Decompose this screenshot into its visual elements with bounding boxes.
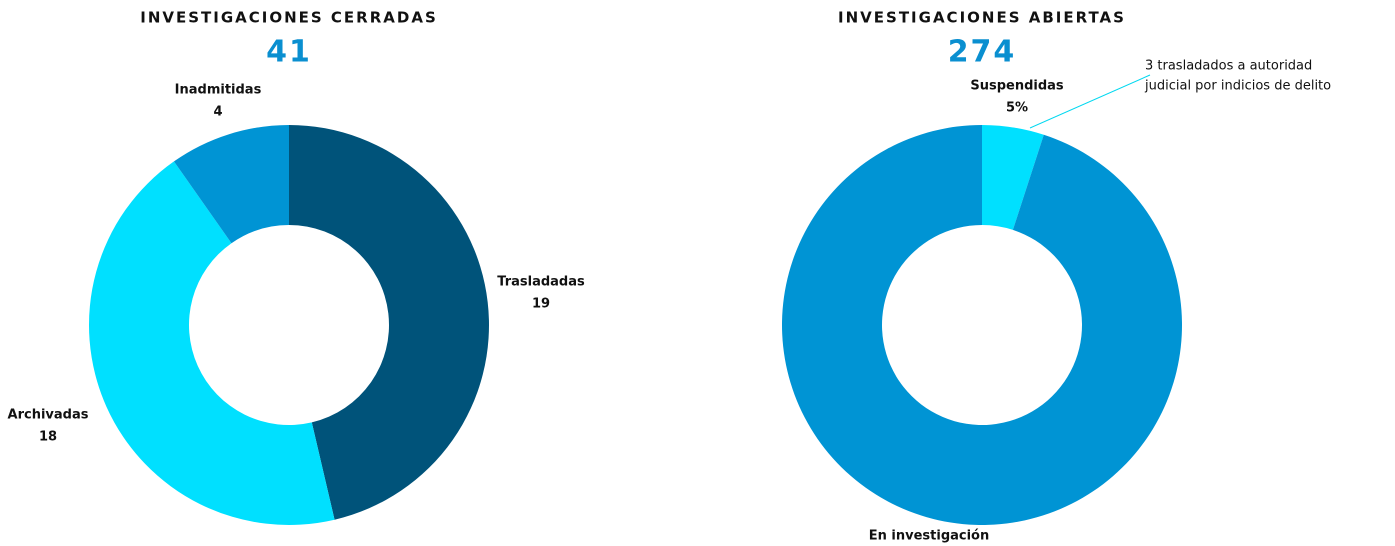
slice-value: 5% <box>1006 101 1028 116</box>
slice-value: 19 <box>532 297 550 312</box>
donut-slice <box>173 125 289 244</box>
slice-label: Inadmitidas <box>175 83 262 98</box>
chart-title: INVESTIGACIONES CERRADAS <box>140 9 438 27</box>
donut-slice <box>982 125 1044 230</box>
slice-label: Archivadas <box>8 408 89 423</box>
annotation: judicial por indicios de delito <box>1144 79 1331 94</box>
donut-slice <box>781 125 1182 525</box>
donut-slice <box>289 125 489 520</box>
slice-label: Suspendidas <box>970 79 1064 94</box>
total: 41 <box>266 35 312 70</box>
slice-value: 18 <box>39 430 57 445</box>
donut-slice <box>89 161 335 525</box>
leader-line <box>1029 74 1151 129</box>
total: 274 <box>948 35 1017 70</box>
slice-label: Trasladadas <box>497 275 585 290</box>
slice-label: En investigación <box>869 529 990 544</box>
chart-title: INVESTIGACIONES ABIERTAS <box>838 9 1126 27</box>
slice-value: 4 <box>213 105 222 120</box>
annotation: 3 trasladados a autoridad <box>1145 59 1312 74</box>
